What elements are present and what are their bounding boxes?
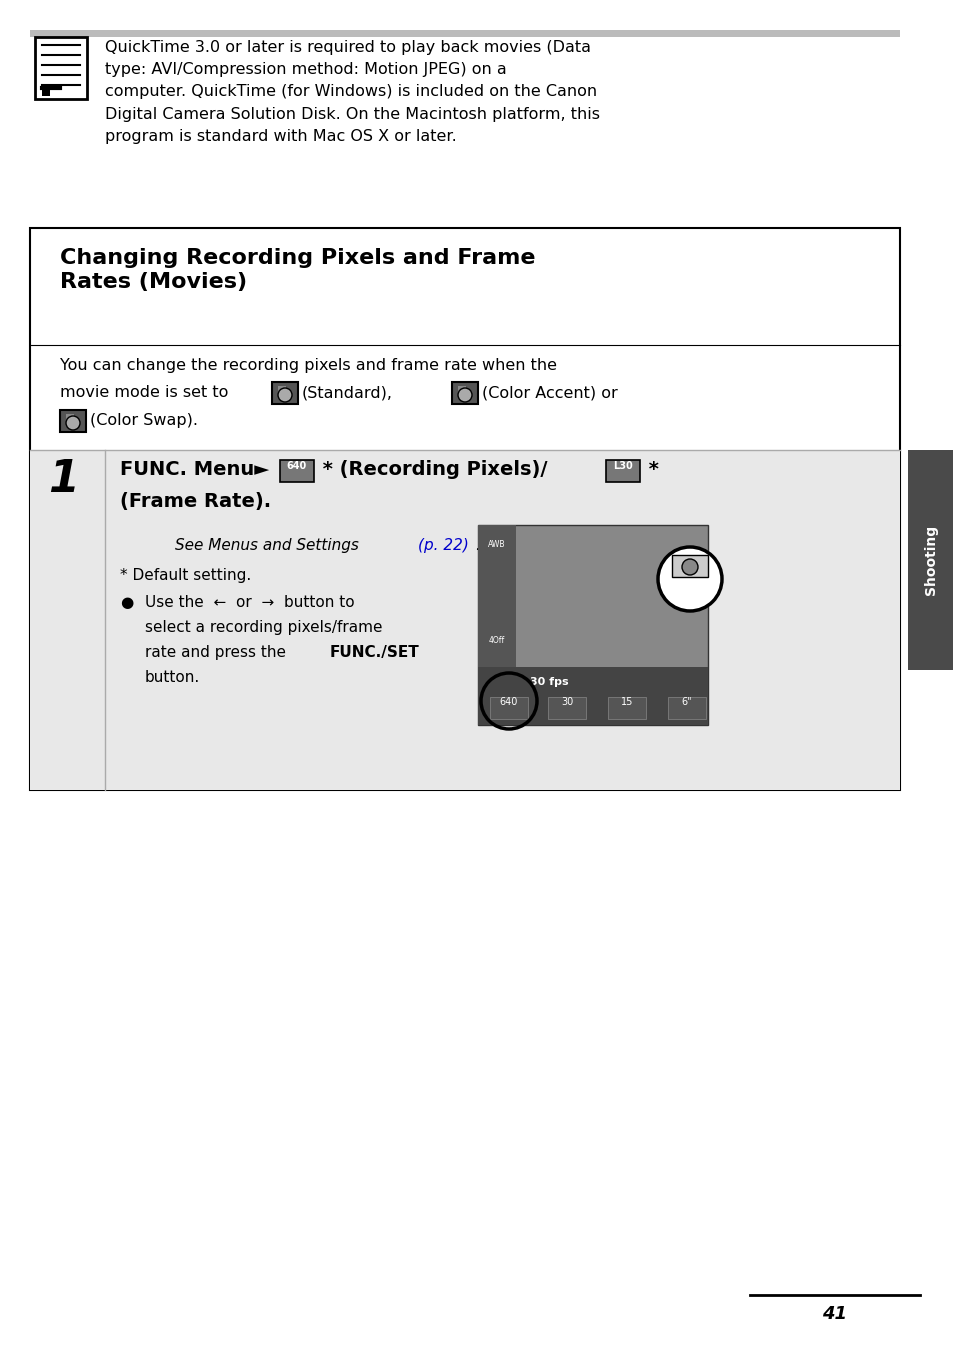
Text: 41: 41 bbox=[821, 1305, 846, 1323]
Bar bbox=[66, 414, 74, 420]
Bar bbox=[671, 555, 707, 577]
Circle shape bbox=[658, 547, 721, 611]
Circle shape bbox=[277, 387, 292, 402]
Circle shape bbox=[681, 560, 698, 576]
Text: Use the  ←  or  →  button to: Use the ← or → button to bbox=[145, 594, 355, 611]
Bar bbox=[457, 386, 465, 391]
Text: (Standard),: (Standard), bbox=[302, 385, 393, 399]
Text: (p. 22): (p. 22) bbox=[417, 538, 468, 553]
Bar bbox=[60, 410, 86, 432]
Text: (Color Accent) or: (Color Accent) or bbox=[481, 385, 618, 399]
Text: select a recording pixels/frame: select a recording pixels/frame bbox=[145, 620, 382, 635]
Text: QuickTime 3.0 or later is required to play back movies (Data
type: AVI/Compressi: QuickTime 3.0 or later is required to pl… bbox=[105, 40, 599, 144]
Text: L30: L30 bbox=[613, 461, 632, 471]
Text: movie mode is set to: movie mode is set to bbox=[60, 385, 228, 399]
Text: (Frame Rate).: (Frame Rate). bbox=[120, 492, 271, 511]
Bar bbox=[490, 697, 527, 720]
Bar bbox=[907, 451, 953, 670]
Text: Shooting: Shooting bbox=[923, 525, 937, 594]
Text: See Menus and Settings: See Menus and Settings bbox=[174, 538, 363, 553]
Text: 6": 6" bbox=[681, 697, 692, 707]
Bar bbox=[605, 460, 639, 482]
Text: FUNC./SET: FUNC./SET bbox=[330, 646, 419, 660]
Text: 1: 1 bbox=[48, 459, 79, 500]
Text: 4Off: 4Off bbox=[488, 636, 504, 646]
Bar bbox=[477, 525, 516, 725]
Text: rate and press the: rate and press the bbox=[145, 646, 291, 660]
Bar bbox=[452, 382, 477, 404]
Text: 30: 30 bbox=[560, 697, 573, 707]
Text: (Color Swap).: (Color Swap). bbox=[90, 413, 198, 428]
Text: 640: 640 bbox=[287, 461, 307, 471]
Text: * Default setting.: * Default setting. bbox=[120, 568, 251, 582]
Text: .: . bbox=[475, 538, 479, 553]
Text: FUNC. Menu►: FUNC. Menu► bbox=[120, 460, 269, 479]
Bar bbox=[272, 382, 297, 404]
Bar bbox=[477, 667, 707, 725]
Circle shape bbox=[66, 416, 80, 430]
Bar bbox=[477, 525, 707, 725]
Text: 30 fps: 30 fps bbox=[530, 677, 568, 687]
Text: ●: ● bbox=[120, 594, 133, 611]
Text: * (Recording Pixels)/: * (Recording Pixels)/ bbox=[315, 460, 547, 479]
Text: 640: 640 bbox=[499, 697, 517, 707]
Text: Changing Recording Pixels and Frame
Rates (Movies): Changing Recording Pixels and Frame Rate… bbox=[60, 247, 535, 292]
Bar bbox=[30, 229, 899, 790]
Bar bbox=[667, 697, 705, 720]
Bar bbox=[30, 451, 899, 790]
Text: You can change the recording pixels and frame rate when the: You can change the recording pixels and … bbox=[60, 358, 557, 373]
Bar bbox=[42, 87, 50, 95]
Text: *: * bbox=[641, 460, 659, 479]
Bar bbox=[607, 697, 645, 720]
Circle shape bbox=[457, 387, 472, 402]
Text: button.: button. bbox=[145, 670, 200, 685]
Bar bbox=[30, 30, 899, 38]
Bar bbox=[547, 697, 585, 720]
Bar bbox=[277, 386, 286, 391]
Bar bbox=[280, 460, 314, 482]
Bar bbox=[35, 38, 87, 100]
Text: 15: 15 bbox=[620, 697, 633, 707]
Text: AWB: AWB bbox=[488, 539, 505, 549]
